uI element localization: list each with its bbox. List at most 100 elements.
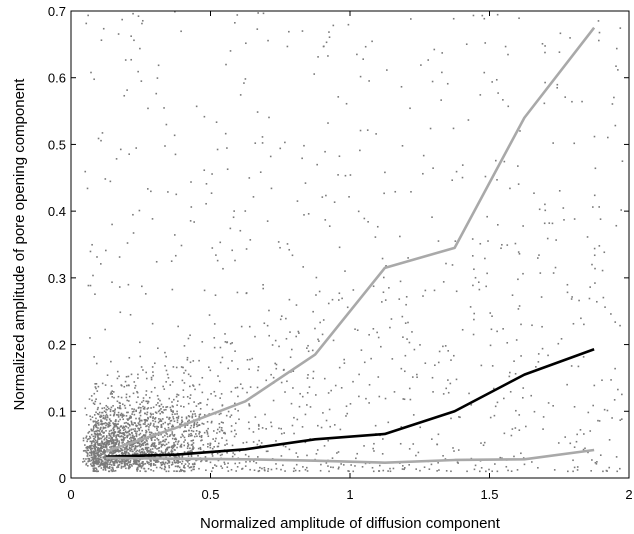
scatter-point <box>172 444 174 447</box>
scatter-point <box>231 342 233 344</box>
scatter-point <box>152 416 154 418</box>
scatter-point <box>215 465 218 467</box>
scatter-point <box>140 448 143 451</box>
scatter-point <box>581 100 583 103</box>
scatter-point <box>306 454 308 457</box>
scatter-point <box>298 332 300 334</box>
scatter-point <box>114 450 117 452</box>
scatter-point <box>164 444 166 447</box>
x-axis-label: Normalized amplitude of diffusion compon… <box>200 515 501 532</box>
scatter-point <box>161 444 164 446</box>
scatter-point <box>158 443 160 445</box>
scatter-point <box>111 453 113 455</box>
scatter-point <box>508 375 511 378</box>
scatter-point <box>172 366 175 368</box>
scatter-point <box>130 373 133 376</box>
scatter-point <box>131 440 133 443</box>
scatter-point <box>119 414 122 416</box>
scatter-point <box>315 394 317 396</box>
scatter-point <box>122 437 125 440</box>
scatter-point <box>107 426 109 428</box>
scatter-point <box>145 439 148 441</box>
scatter-point <box>430 463 433 466</box>
scatter-point <box>137 396 139 398</box>
scatter-point <box>132 428 134 431</box>
scatter-point <box>484 257 486 260</box>
scatter-point <box>109 463 111 466</box>
scatter-point <box>92 435 95 438</box>
scatter-point <box>100 442 103 444</box>
scatter-point <box>124 460 127 462</box>
scatter-point <box>433 48 436 51</box>
scatter-point <box>244 210 247 212</box>
scatter-point <box>248 403 250 405</box>
scatter-point <box>174 449 176 451</box>
scatter-point <box>111 470 113 473</box>
scatter-point <box>459 416 461 419</box>
scatter-point <box>111 452 114 454</box>
scatter-point <box>131 453 134 456</box>
scatter-point <box>151 322 154 325</box>
scatter-point <box>112 450 114 453</box>
scatter-point <box>164 466 167 469</box>
scatter-point <box>129 313 132 316</box>
scatter-point <box>116 427 119 430</box>
scatter-point <box>138 449 141 451</box>
scatter-point <box>136 452 139 455</box>
scatter-point <box>496 470 499 473</box>
scatter-point <box>203 169 206 172</box>
scatter-point <box>112 467 114 470</box>
scatter-point <box>147 467 150 470</box>
scatter-point <box>101 443 104 445</box>
scatter-point <box>383 192 385 195</box>
scatter-point <box>399 280 402 283</box>
scatter-point <box>490 328 493 331</box>
scatter-point <box>572 459 574 462</box>
scatter-point <box>90 454 93 456</box>
scatter-point <box>316 163 318 166</box>
scatter-point <box>123 404 126 407</box>
scatter-point <box>144 435 146 438</box>
scatter-point <box>171 463 174 465</box>
scatter-point <box>277 241 280 243</box>
scatter-point <box>120 438 123 441</box>
scatter-point <box>89 284 92 287</box>
scatter-point <box>327 439 330 442</box>
scatter-point <box>576 469 579 471</box>
scatter-point <box>223 432 225 434</box>
scatter-point <box>187 465 189 467</box>
scatter-point <box>205 183 208 185</box>
scatter-point <box>164 451 167 454</box>
scatter-point <box>93 431 96 433</box>
scatter-point <box>341 297 343 300</box>
scatter-point <box>145 377 148 380</box>
scatter-point <box>164 351 166 354</box>
scatter-point <box>88 435 91 438</box>
scatter-point <box>112 410 115 412</box>
scatter-point <box>178 456 181 458</box>
scatter-point <box>141 436 143 438</box>
scatter-point <box>165 406 167 408</box>
scatter-point <box>384 171 386 174</box>
scatter-point <box>171 437 174 440</box>
scatter-point <box>138 429 140 432</box>
scatter-point <box>189 334 191 337</box>
scatter-point <box>135 434 138 437</box>
scatter-point <box>230 468 233 471</box>
scatter-point <box>238 462 241 464</box>
scatter-point <box>136 449 139 452</box>
scatter-point <box>91 452 93 455</box>
scatter-point <box>106 442 109 445</box>
scatter-point <box>209 446 212 449</box>
scatter-point <box>199 448 202 451</box>
scatter-point <box>100 452 102 455</box>
scatter-point <box>101 423 103 426</box>
scatter-point <box>576 466 579 468</box>
scatter-point <box>573 218 576 220</box>
scatter-point <box>518 17 520 20</box>
scatter-point <box>304 413 307 416</box>
scatter-point <box>244 465 247 467</box>
scatter-point <box>506 244 509 246</box>
scatter-point <box>94 443 96 446</box>
scatter-point <box>143 434 146 437</box>
